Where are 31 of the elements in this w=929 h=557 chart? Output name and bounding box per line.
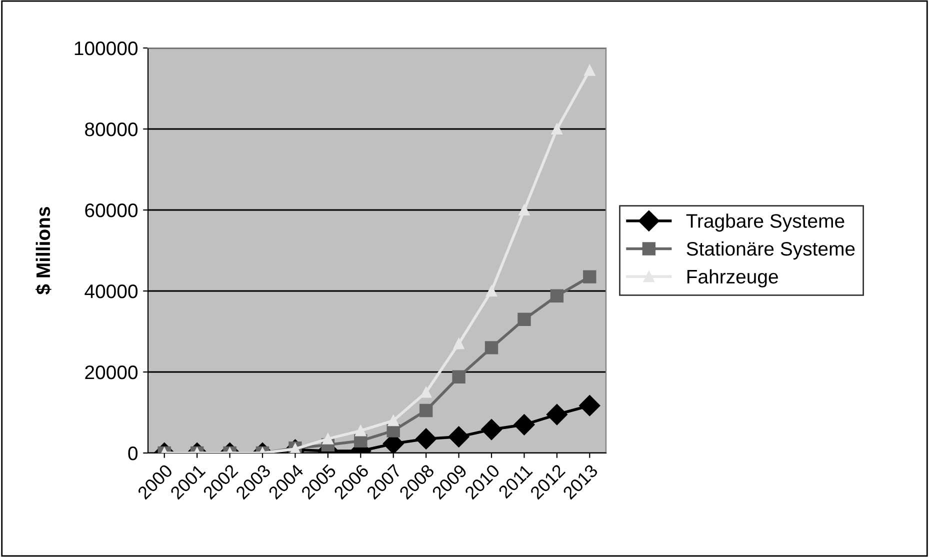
point [448,426,470,448]
point [583,270,596,284]
legend-label: Stationäre Systeme [686,241,855,260]
y-tick-label: 0 [128,446,138,460]
y-axis-title: $ Millions [35,207,52,295]
point [419,404,433,418]
point [514,414,535,436]
point [579,395,600,416]
legend-label: Tragbare Systeme [686,214,844,232]
point [550,289,564,302]
point [480,418,502,440]
y-tick-label: 60000 [85,203,138,218]
point [518,312,531,326]
y-tick-label: 20000 [85,365,138,380]
point [551,123,562,135]
point [420,386,432,398]
point [484,341,498,354]
point [355,425,366,436]
y-tick-label: 100000 [74,41,138,56]
point [452,370,466,384]
legend-label: Fahrzeuge [687,269,778,288]
point [518,204,530,216]
point [486,285,498,297]
point [453,338,464,350]
point [322,433,334,444]
y-tick-label: 40000 [84,284,138,298]
y-tick-label: 80000 [85,122,138,136]
point [388,415,399,426]
point [584,64,596,76]
point [416,428,437,450]
point [546,404,568,426]
